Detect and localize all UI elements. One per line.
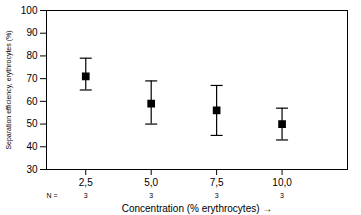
svg-text:70: 70 [26, 73, 38, 84]
svg-text:5,0: 5,0 [144, 177, 158, 188]
svg-text:80: 80 [26, 50, 38, 61]
svg-text:3: 3 [149, 192, 153, 199]
svg-text:3: 3 [280, 192, 284, 199]
svg-text:90: 90 [26, 27, 38, 38]
svg-text:2,5: 2,5 [79, 177, 93, 188]
svg-text:Concentration (% erythrocytes): Concentration (% erythrocytes) → [122, 203, 273, 214]
svg-text:30: 30 [26, 164, 38, 175]
svg-text:40: 40 [26, 141, 38, 152]
svg-text:50: 50 [26, 118, 38, 129]
svg-text:3: 3 [215, 192, 219, 199]
svg-text:Separation efficiency, erythro: Separation efficiency, erythrocytes (%) [5, 30, 13, 149]
svg-text:7,5: 7,5 [210, 177, 224, 188]
svg-text:N =: N = [47, 192, 58, 199]
svg-text:3: 3 [84, 192, 88, 199]
svg-text:100: 100 [21, 5, 38, 16]
svg-text:60: 60 [26, 96, 38, 107]
svg-text:10,0: 10,0 [272, 177, 292, 188]
